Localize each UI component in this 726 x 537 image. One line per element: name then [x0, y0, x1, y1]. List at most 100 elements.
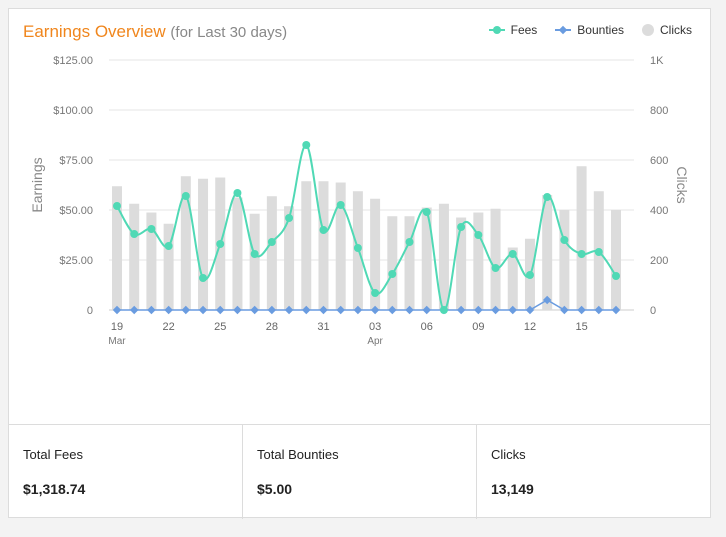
- clicks-bar: [611, 210, 621, 310]
- fees-line: [116, 143, 617, 312]
- y2-axis-title: Clicks: [674, 166, 690, 203]
- fees-point: [371, 289, 380, 297]
- legend-item-fees[interactable]: Fees: [488, 23, 538, 37]
- fees-point: [525, 271, 534, 279]
- stat-total-bounties: Total Bounties $5.00: [243, 425, 477, 519]
- clicks-bar: [387, 216, 398, 310]
- fees-point: [612, 272, 620, 280]
- x-tick-label: 12: [524, 321, 536, 333]
- bounties-point: [508, 305, 518, 315]
- fees-point: [130, 230, 139, 238]
- fees-point: [181, 192, 190, 200]
- bounties-point: [370, 305, 380, 315]
- bounties-point: [422, 305, 431, 315]
- fees-point: [543, 193, 552, 201]
- bounties-point: [577, 305, 586, 315]
- bounties-point: [267, 305, 277, 315]
- fees-point: [336, 201, 345, 209]
- clicks-bar: [232, 197, 243, 310]
- fees-point: [405, 238, 414, 246]
- clicks-bar: [370, 198, 381, 310]
- fees-point: [285, 214, 294, 222]
- clicks-bar: [146, 212, 157, 310]
- bounties-legend-icon: [555, 25, 572, 35]
- clicks-bar: [456, 217, 467, 310]
- clicks-legend-icon: [642, 24, 654, 36]
- bounties-point: [388, 305, 397, 315]
- fees-point: [319, 226, 328, 234]
- clicks-bar: [180, 176, 191, 310]
- y-tick-label: $75.00: [59, 155, 93, 167]
- y-axis-title: Earnings: [29, 157, 45, 212]
- y-tick-label: $25.00: [59, 255, 93, 267]
- clicks-bar: [421, 207, 432, 310]
- clicks-bar: [576, 166, 587, 310]
- fees-point: [457, 223, 466, 231]
- bounties-point: [525, 305, 535, 315]
- clicks-bar: [318, 181, 329, 310]
- fees-point: [250, 250, 259, 258]
- bounties-point: [215, 305, 225, 315]
- fees-point: [216, 240, 225, 248]
- clicks-bar: [249, 213, 260, 310]
- bounties-point: [560, 305, 569, 315]
- bounties-point: [319, 305, 328, 315]
- bounties-point: [250, 305, 259, 315]
- fees-point: [594, 248, 603, 256]
- clicks-bar: [198, 178, 209, 310]
- bounties-point: [474, 305, 483, 315]
- legend-label-fees: Fees: [510, 23, 538, 37]
- bounties-point: [198, 305, 208, 315]
- x-tick-label: 31: [317, 321, 329, 333]
- legend-label-clicks: Clicks: [660, 23, 692, 37]
- fees-point: [199, 274, 208, 282]
- bounties-point: [405, 305, 414, 315]
- stat-clicks: Clicks 13,149: [477, 425, 710, 519]
- fees-point: [147, 225, 156, 233]
- x-tick-label: 03: [369, 321, 381, 333]
- clicks-bar: [473, 212, 484, 310]
- chart-title: Earnings Overview (for Last 30 days): [23, 22, 287, 42]
- bounties-point: [284, 305, 294, 315]
- stat-value: $5.00: [257, 481, 293, 497]
- clicks-bar: [404, 216, 415, 310]
- bounties-point: [456, 305, 466, 315]
- fees-point: [113, 202, 121, 210]
- x-tick-sublabel: Mar: [108, 336, 126, 347]
- bounties-point: [112, 305, 122, 315]
- bounties-point: [611, 305, 621, 315]
- bounties-line: [117, 299, 616, 311]
- y2-tick-label: 1K: [650, 55, 664, 67]
- clicks-bar: [438, 203, 449, 310]
- stat-label: Clicks: [491, 447, 526, 462]
- y2-tick-label: 400: [650, 205, 668, 217]
- clicks-bar: [266, 196, 277, 310]
- x-tick-label: 15: [575, 321, 587, 333]
- fees-point: [302, 141, 311, 149]
- fees-point: [388, 270, 397, 278]
- earnings-card: Earnings Overview (for Last 30 days) Fee…: [8, 8, 711, 519]
- bounties-point: [594, 305, 604, 315]
- fees-point: [233, 189, 242, 197]
- stat-label: Total Fees: [23, 447, 83, 462]
- bounties-point: [336, 305, 345, 315]
- legend-label-bounties: Bounties: [577, 23, 624, 37]
- legend-item-clicks[interactable]: Clicks: [642, 23, 692, 37]
- bounties-point: [491, 305, 500, 315]
- bounties-point: [147, 305, 156, 315]
- fees-point: [508, 250, 517, 258]
- clicks-bar: [490, 208, 501, 310]
- x-tick-label: 19: [111, 321, 123, 333]
- clicks-bar: [163, 223, 174, 310]
- clicks-bar: [284, 206, 295, 310]
- fees-point: [560, 236, 569, 244]
- legend-item-bounties[interactable]: Bounties: [555, 23, 624, 37]
- x-tick-label: 22: [162, 321, 174, 333]
- y-tick-label: $125.00: [53, 55, 93, 67]
- fees-point: [353, 244, 362, 252]
- y-tick-label: $100.00: [53, 105, 93, 117]
- fees-point: [267, 238, 276, 246]
- bounties-point: [181, 305, 191, 315]
- bounties-point: [129, 305, 139, 315]
- y2-tick-label: 0: [650, 305, 656, 317]
